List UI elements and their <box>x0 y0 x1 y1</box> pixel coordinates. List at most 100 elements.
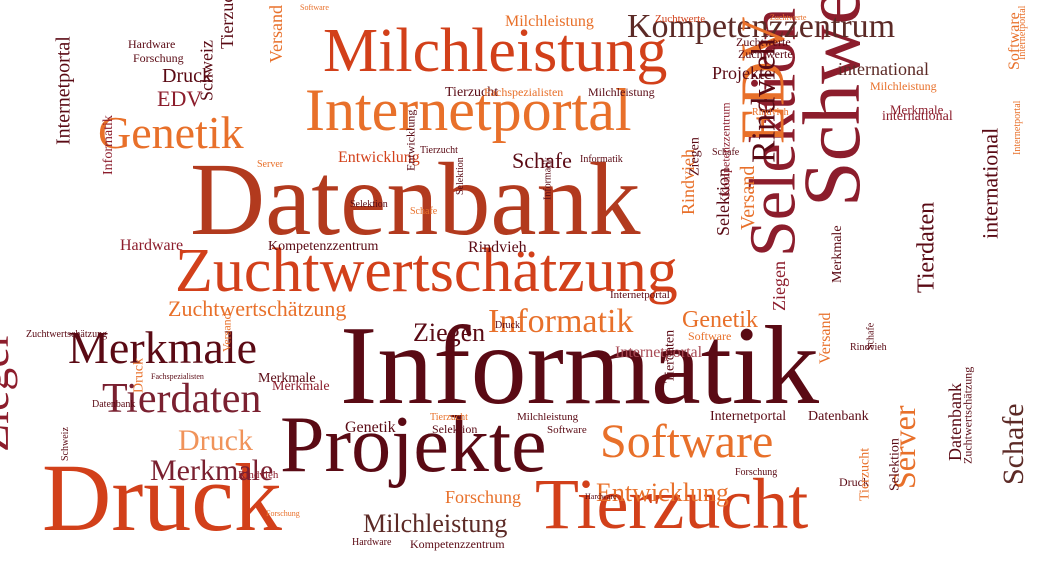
word-zuchtwerte-small: Zuchtwerte <box>736 35 791 49</box>
word-internetportal-small: Internetportal <box>615 344 703 361</box>
word-internetportal-tiny: Internetportal <box>610 289 670 301</box>
word-international-right: international <box>838 59 929 79</box>
word-datenbank-small-left: Datenbank <box>92 399 136 410</box>
word-hardware-left: Hardware <box>120 237 184 254</box>
word-genetik-right: Genetik <box>682 307 758 333</box>
word-zuchtwertschaetzung-medium: Zuchtwertschätzung <box>168 296 347 321</box>
word-internetportal-vertical: Internetportal <box>52 36 75 145</box>
word-software-small: Software <box>688 329 732 343</box>
word-informatik-medium: Informatik <box>488 303 634 340</box>
word-druck-medium: Druck <box>178 424 253 457</box>
word-tierdaten: Tierdaten <box>102 376 262 422</box>
word-zuchtwertschaetzung-small-left: Zuchtwertschätzung <box>26 329 108 340</box>
word-merkmale-small: Merkmale <box>890 102 944 117</box>
word-kompetenzzentrum-bottom: Kompetenzzentrum <box>410 537 505 551</box>
word-druck-tiny-vertical: Druck <box>131 358 147 393</box>
word-selektion-small: Selektion <box>432 422 478 436</box>
word-milchleistung: Milchleistung <box>323 17 668 85</box>
word-entwicklung: Entwicklung <box>596 478 729 507</box>
word-milchleistung-right: Milchleistung <box>870 79 937 93</box>
word-zieger-vertical: Zieger <box>0 331 18 452</box>
word-internetportal-vertical-right-2: Internetportal <box>1011 100 1023 155</box>
word-versand-vertical-right: Versand <box>817 312 835 364</box>
word-software-tiny-top: Software <box>300 3 329 12</box>
word-zuchtwerte-top: Zuchtwerte <box>655 13 706 25</box>
word-projekte: Projekte <box>280 401 547 489</box>
word-schweiz-vertical-small: Schweiz <box>196 40 217 101</box>
word-milchleistung-tiny: Milchleistung <box>517 411 579 423</box>
word-software-tiny: Software <box>547 424 587 436</box>
word-genetik-small: Genetik <box>345 419 396 436</box>
word-fachspezialisten: Fachspezialisten <box>484 85 564 99</box>
word-genetik: Genetik <box>98 107 244 158</box>
word-versand-vertical: Versand <box>736 165 759 230</box>
word-kompetenzzentrum-vertical: Kompetenzzentrum <box>718 102 733 197</box>
word-rindvieh-center: Rindvieh <box>468 239 527 256</box>
word-druck: Druck <box>42 444 282 551</box>
word-tierzucht-bottom-vertical: Tierzucht <box>857 447 873 501</box>
word-ziegen-vertical: Ziegen <box>769 261 790 311</box>
word-datenbank-small: Datenbank <box>808 409 869 424</box>
word-schafe-tiny-2: Schafe <box>865 322 877 350</box>
word-datenbank: Datenbank <box>190 142 641 257</box>
word-merkmale-small-2: Merkmale <box>272 379 330 394</box>
word-kompetenzzentrum: Kompetenzzentrum <box>627 8 896 45</box>
word-zuchtwerte-right: Zuchtwerte <box>738 47 793 61</box>
word-internetportal-vertical-right: Internetportal <box>1016 5 1028 60</box>
word-tierzucht-small-2: Tierzucht <box>420 145 458 156</box>
word-selektion-bottom-vertical: Selektion <box>887 438 903 491</box>
word-schafe: Schafe <box>512 148 572 173</box>
word-tierzucht-tiny: Tierzucht <box>430 412 468 423</box>
word-informatik-vertical-left: Informatik <box>101 115 117 175</box>
word-informatik-tiny: Informatik <box>542 157 554 200</box>
word-schafe-tiny: Schafe <box>712 147 740 158</box>
word-tierzucht-small: Tierzucht <box>445 85 499 100</box>
word-ziegen: Ziegen <box>413 318 486 347</box>
word-forschung-bottom: Forschung <box>266 509 300 518</box>
word-rindvieh-small: Rindvieh <box>752 107 789 118</box>
word-edv-left: EDV <box>157 86 203 111</box>
word-entwicklung-tiny: Entwicklung <box>403 109 418 171</box>
word-rindvieh-bottom: Rindvieh <box>238 469 279 481</box>
word-merkmale: Merkmale <box>68 322 258 373</box>
word-zuchtwertschaetzung: Zuchtwertschätzung <box>175 237 678 305</box>
word-milchleistung-small: Milchleistung <box>588 85 655 99</box>
word-software: Software <box>600 415 774 468</box>
word-forschung: Forschung <box>445 487 521 507</box>
word-tierzucht: Tierzucht <box>535 464 809 544</box>
word-merkmale-center: Merkmale <box>258 371 316 386</box>
word-kompetenzzentrum-small: Kompetenzzentrum <box>268 239 379 254</box>
word-zuchtwerte-tiny: Zuchtwerte <box>770 13 807 22</box>
word-ziegen-small-vertical: Ziegen <box>687 137 703 176</box>
word-hardware-tiny: Hardware <box>585 492 617 501</box>
word-schafe-vertical: Schafe <box>997 403 1031 485</box>
word-tierdaten-vertical: Tierdaten <box>913 201 940 293</box>
word-versand-vertical-left: Versand <box>266 5 287 63</box>
word-internetportal-bottom: Internetportal <box>710 409 787 424</box>
word-druck-tiny: Druck <box>495 320 520 331</box>
word-rindvieh-tiny: Rindvieh <box>850 342 887 353</box>
word-international-right-vertical: international <box>977 127 1003 239</box>
word-forschung-left: Forschung <box>133 51 184 65</box>
word-merkmale-medium: Merkmale <box>150 454 274 487</box>
word-tierzucht-vertical: Tierzucht <box>216 0 237 49</box>
word-hardware-bottom: Hardware <box>352 537 392 548</box>
word-forschung-tiny: Forschung <box>735 467 778 478</box>
word-server-small: Server <box>257 159 284 170</box>
word-informatik: Informatik <box>340 304 819 428</box>
word-druck-right: Druck <box>839 475 869 489</box>
word-hardware-top: Hardware <box>128 37 176 51</box>
word-international-small: international <box>882 109 953 124</box>
word-schafe-small: Schafe <box>410 206 438 217</box>
word-informatik-small-2: Informatik <box>580 154 623 165</box>
word-selektion-small-2: Selektion <box>350 199 388 210</box>
word-tierdaten-small-vertical: Tierdaten <box>662 329 678 383</box>
word-merkmale-vertical: Merkmale <box>830 225 846 283</box>
word-entwicklung-small: Entwicklung <box>338 149 420 166</box>
word-projekte-small: Projekte <box>712 63 772 83</box>
word-milchleistung-bottom: Milchleistung <box>363 509 508 538</box>
word-schweiz-tiny: Schweiz <box>60 427 72 461</box>
word-milchleistung-top: Milchleistung <box>505 13 594 30</box>
word-internetportal: Internetportal <box>305 77 632 143</box>
word-druck-small: Druck <box>162 65 212 87</box>
